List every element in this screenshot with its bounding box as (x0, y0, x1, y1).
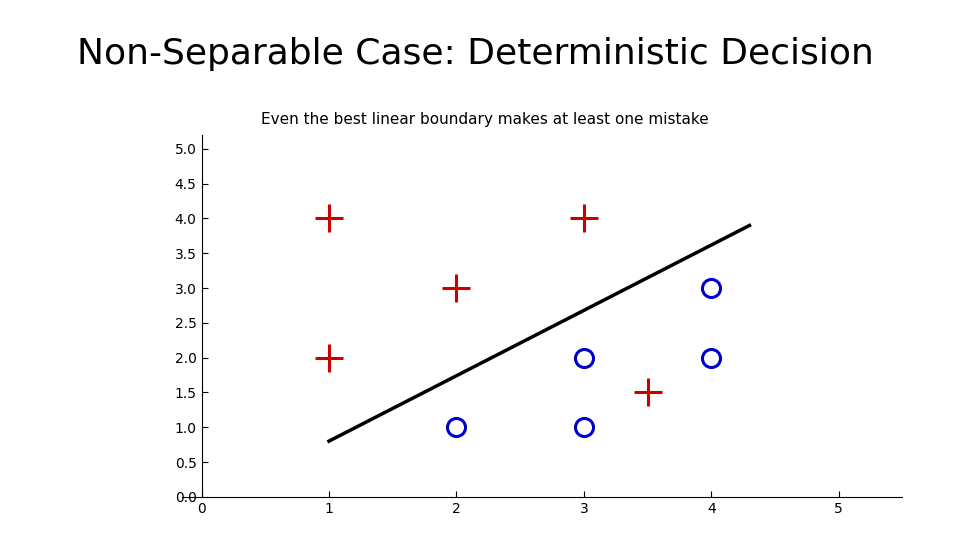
Title: Even the best linear boundary makes at least one mistake: Even the best linear boundary makes at l… (261, 112, 708, 127)
Text: Non-Separable Case: Deterministic Decision: Non-Separable Case: Deterministic Decisi… (77, 37, 874, 71)
